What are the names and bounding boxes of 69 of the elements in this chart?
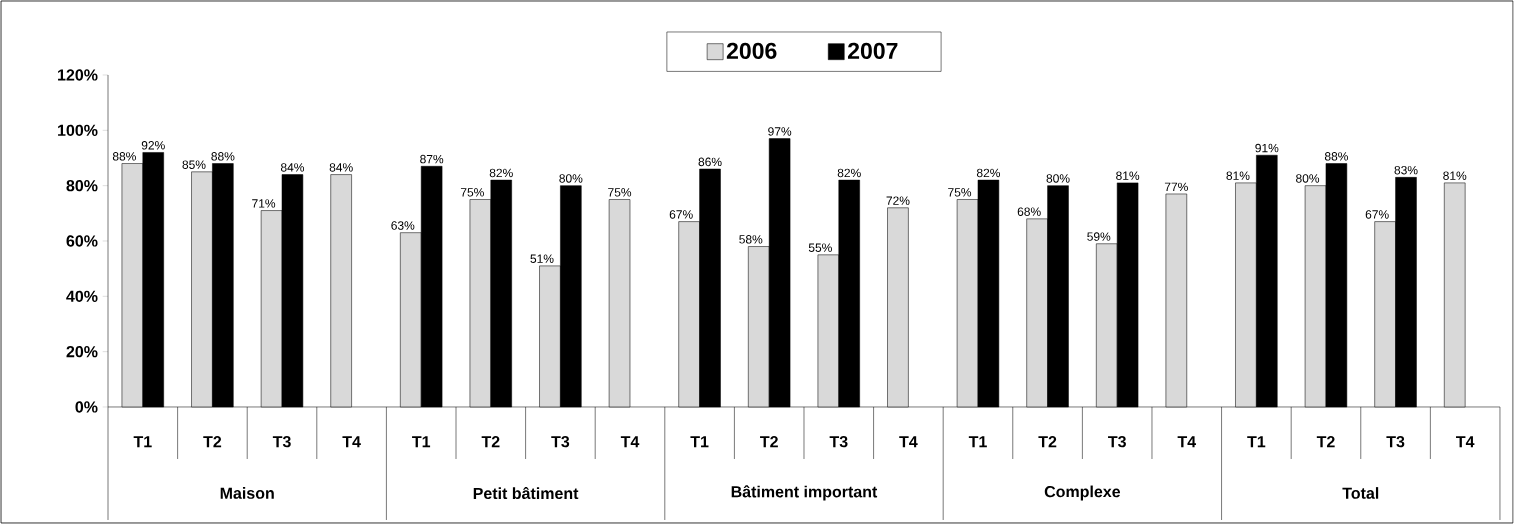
x-tick-label: T1 <box>968 436 987 448</box>
x-tick-label: T1 <box>412 436 431 448</box>
data-label: 68% <box>1017 207 1041 216</box>
x-tick-label: T2 <box>760 436 778 448</box>
legend-label: 2006 <box>726 42 777 59</box>
x-tick-label: T4 <box>1456 436 1475 448</box>
data-label: 81% <box>1116 171 1140 180</box>
data-label: 80% <box>1046 174 1070 183</box>
legend-label: 2007 <box>847 42 898 59</box>
x-tick-label: T4 <box>342 436 361 448</box>
data-label: 82% <box>976 168 1000 178</box>
data-label: 87% <box>420 154 444 164</box>
data-label: 81% <box>1443 171 1467 180</box>
data-label: 86% <box>698 157 722 167</box>
text: Bâtiment important <box>731 485 878 501</box>
x-tick-label: T4 <box>1177 436 1197 448</box>
x-tick-label: T2 <box>481 436 500 448</box>
x-tick-label: T1 <box>690 436 709 448</box>
y-tick-label: 80% <box>66 180 98 192</box>
text: Maison <box>220 487 274 499</box>
data-label: 63% <box>391 221 415 230</box>
data-label: 80% <box>559 174 583 183</box>
y-tick-label: 60% <box>66 235 98 247</box>
data-label: 72% <box>886 196 910 205</box>
data-label: 88% <box>1324 152 1348 161</box>
data-label: 67% <box>669 210 693 219</box>
data-label: 58% <box>739 235 763 244</box>
x-tick-label: T4 <box>620 436 640 448</box>
data-label: 80% <box>1296 174 1320 183</box>
x-tick-label: T2 <box>203 436 222 448</box>
data-label: 67% <box>1365 210 1389 219</box>
x-tick-label: T4 <box>899 436 918 448</box>
y-tick-label: 20% <box>66 345 98 358</box>
text: Petit bâtiment <box>473 486 579 500</box>
data-label: 75% <box>608 188 632 197</box>
y-tick-label: 40% <box>66 290 98 302</box>
data-label: 97% <box>768 127 792 136</box>
data-label: 88% <box>211 152 235 161</box>
x-tick-label: T3 <box>272 435 291 448</box>
y-tick-label: 100% <box>58 124 98 136</box>
x-tick-label: T2 <box>1316 436 1335 448</box>
x-tick-label: T3 <box>1108 435 1126 448</box>
y-tick-label: 120% <box>58 69 98 81</box>
data-label: 55% <box>808 243 832 252</box>
data-label: 77% <box>1164 182 1188 192</box>
x-tick-label: T3 <box>551 435 570 448</box>
data-label: 75% <box>948 188 972 197</box>
data-label: 83% <box>1394 165 1418 175</box>
x-tick-label: T3 <box>829 435 848 448</box>
data-label: 84% <box>280 163 305 172</box>
data-label: 84% <box>329 163 353 172</box>
text: Total <box>1342 487 1379 499</box>
data-label: 82% <box>489 168 513 178</box>
y-tick-label: 0% <box>75 401 98 413</box>
x-tick-label: T2 <box>1038 436 1057 448</box>
data-label: 85% <box>182 160 206 169</box>
data-label: 51% <box>530 254 554 263</box>
data-label: 92% <box>141 141 165 150</box>
x-tick-label: T1 <box>133 436 152 448</box>
data-label: 59% <box>1087 232 1111 241</box>
data-label: 82% <box>837 168 861 178</box>
x-tick-label: T1 <box>1247 436 1266 448</box>
data-label: 91% <box>1255 143 1279 153</box>
data-label: 75% <box>460 188 484 197</box>
data-label: 81% <box>1226 171 1250 180</box>
text: Complexe <box>1044 485 1121 501</box>
data-label: 71% <box>252 199 276 208</box>
data-label: 88% <box>112 152 136 161</box>
x-tick-label: T3 <box>1386 435 1405 448</box>
